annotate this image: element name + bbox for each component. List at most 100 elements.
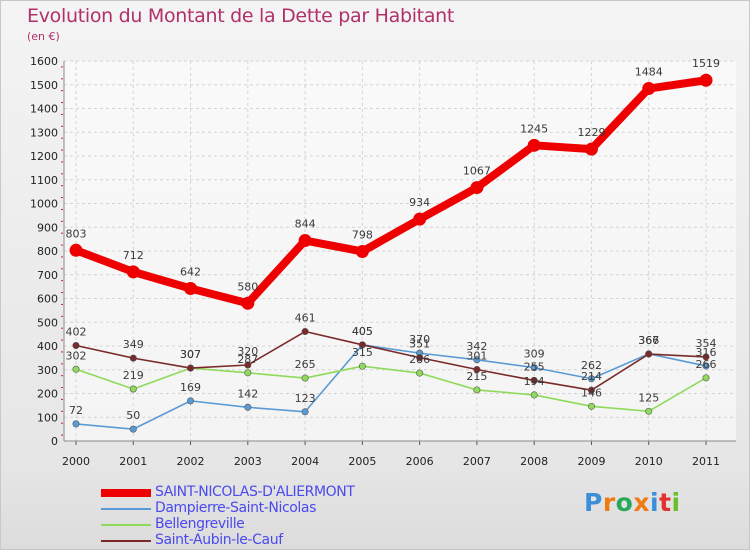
data-point-saint-aubin-le-cauf [416, 354, 424, 362]
data-point-bellengreville [702, 374, 710, 382]
data-label: 405 [352, 325, 373, 338]
data-label: 320 [237, 345, 258, 358]
data-label: 169 [180, 381, 201, 394]
data-point-bellengreville [72, 365, 80, 373]
y-tick-label: 200 [37, 388, 58, 401]
data-point-saint-nicolas-d-aliermont [69, 243, 83, 257]
data-point-saint-nicolas-d-aliermont [413, 212, 427, 226]
legend-label: Bellengreville [155, 516, 245, 532]
x-tick-label: 2003 [234, 455, 262, 468]
data-point-dampierre-saint-nicolas [587, 375, 595, 383]
data-label: 123 [295, 392, 316, 405]
x-tick-label: 2000 [62, 455, 90, 468]
data-label: 342 [466, 340, 487, 353]
data-label: 351 [409, 338, 430, 351]
y-tick-label: 0 [51, 435, 58, 448]
y-tick-label: 300 [37, 364, 58, 377]
y-tick-label: 1400 [30, 103, 58, 116]
y-tick-label: 400 [37, 340, 58, 353]
legend-swatch [101, 489, 151, 497]
data-point-saint-aubin-le-cauf [129, 354, 137, 362]
data-label: 287 [237, 353, 258, 366]
data-label: 286 [409, 353, 430, 366]
data-point-dampierre-saint-nicolas [187, 397, 195, 405]
legend-swatch [101, 508, 151, 510]
logo-letter: i [671, 488, 681, 517]
y-tick-label: 1300 [30, 126, 58, 139]
data-point-saint-nicolas-d-aliermont [527, 138, 541, 152]
data-label: 142 [237, 387, 258, 400]
data-label: 316 [696, 346, 717, 359]
legend-label: Dampierre-Saint-Nicolas [155, 500, 316, 516]
data-point-saint-nicolas-d-aliermont [470, 181, 484, 195]
data-point-dampierre-saint-nicolas [473, 356, 481, 364]
x-tick-label: 2004 [291, 455, 319, 468]
data-label: 402 [66, 326, 87, 339]
data-label: 712 [123, 249, 144, 262]
data-label: 262 [581, 359, 602, 372]
data-label: 72 [69, 404, 83, 417]
data-label: 146 [581, 386, 602, 399]
data-point-saint-nicolas-d-aliermont [126, 265, 140, 279]
data-point-saint-nicolas-d-aliermont [699, 73, 713, 87]
data-point-bellengreville [416, 369, 424, 377]
x-tick-label: 2007 [463, 455, 491, 468]
proxiti-logo: Proxiti [584, 488, 681, 517]
y-tick-label: 1000 [30, 198, 58, 211]
data-label: 461 [295, 312, 316, 325]
data-point-bellengreville [301, 374, 309, 382]
data-label: 1519 [692, 57, 720, 70]
data-label: 366 [638, 334, 659, 347]
data-point-saint-nicolas-d-aliermont [184, 282, 198, 296]
x-tick-label: 2005 [348, 455, 376, 468]
data-point-saint-aubin-le-cauf [187, 364, 195, 372]
data-point-bellengreville [587, 402, 595, 410]
data-label: 803 [66, 227, 87, 240]
y-tick-label: 100 [37, 411, 58, 424]
data-point-saint-aubin-le-cauf [244, 361, 252, 369]
series-line-dampierre-saint-nicolas [75, 344, 707, 430]
data-point-saint-nicolas-d-aliermont [355, 244, 369, 258]
logo-letter: x [633, 488, 650, 517]
data-label: 255 [524, 360, 545, 373]
series-line-saint-aubin-le-cauf [75, 330, 707, 391]
data-point-bellengreville [645, 407, 653, 415]
data-point-saint-nicolas-d-aliermont [584, 142, 598, 156]
data-point-bellengreville [358, 362, 366, 370]
x-tick-label: 2001 [119, 455, 147, 468]
data-point-saint-aubin-le-cauf [301, 328, 309, 336]
x-tick-label: 2008 [520, 455, 548, 468]
data-label: 642 [180, 266, 201, 279]
legend-label: Saint-Aubin-le-Cauf [155, 532, 283, 548]
data-point-saint-aubin-le-cauf [530, 376, 538, 384]
data-label: 315 [352, 346, 373, 359]
data-label: 798 [352, 228, 373, 241]
data-point-saint-aubin-le-cauf [587, 386, 595, 394]
data-label: 354 [696, 337, 717, 350]
data-point-bellengreville [473, 386, 481, 394]
data-label: 307 [180, 348, 201, 361]
data-point-bellengreville [244, 369, 252, 377]
data-label: 301 [466, 350, 487, 363]
logo-letter: r [602, 488, 616, 517]
data-label: 370 [409, 333, 430, 346]
data-label: 50 [126, 409, 140, 422]
data-label: 194 [524, 375, 545, 388]
y-tick-label: 1500 [30, 79, 58, 92]
series-line-bellengreville [75, 365, 707, 413]
chart-title: Evolution du Montant de la Dette par Hab… [27, 5, 455, 27]
series-line-saint-nicolas-d-aliermont [72, 76, 710, 308]
y-tick-label: 900 [37, 221, 58, 234]
data-label: 367 [638, 334, 659, 347]
data-label: 302 [66, 349, 87, 362]
data-point-saint-nicolas-d-aliermont [298, 234, 312, 248]
legend-swatch [101, 540, 151, 542]
data-point-dampierre-saint-nicolas [530, 364, 538, 372]
data-point-saint-aubin-le-cauf [473, 366, 481, 374]
x-tick-label: 2009 [577, 455, 605, 468]
data-label: 307 [180, 348, 201, 361]
data-label: 934 [409, 196, 430, 209]
logo-letter: i [650, 488, 660, 517]
